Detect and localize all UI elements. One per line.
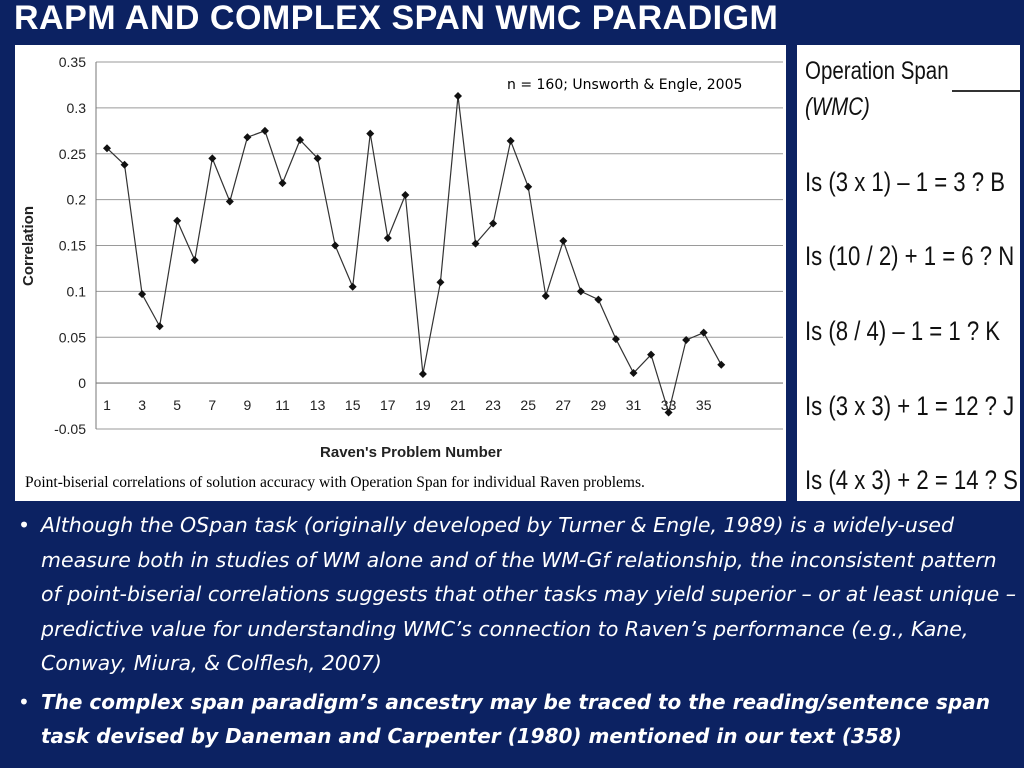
x-tick-label: 27 — [556, 397, 572, 413]
x-axis-label: Raven's Problem Number — [320, 444, 502, 461]
title-underline — [952, 90, 1020, 92]
x-tick-label: 21 — [450, 397, 466, 413]
x-tick-label: 19 — [415, 397, 431, 413]
operation-span-panel: Operation Span (WMC) Is (3 x 1) – 1 = 3 … — [797, 45, 1020, 501]
y-tick-labels: 0.35 0.3 0.25 0.2 0.15 0.1 0.05 0 -0.05 — [54, 54, 86, 437]
data-point — [348, 282, 357, 291]
x-tick-label: 9 — [244, 397, 252, 413]
series-layer — [103, 91, 726, 417]
x-tick-label: 31 — [626, 397, 642, 413]
data-point — [278, 179, 287, 188]
data-point — [173, 216, 182, 225]
operation-span-item: Is (10 / 2) + 1 = 6 ? N — [805, 241, 1015, 271]
y-tick-label: 0.25 — [59, 146, 86, 162]
data-point — [331, 241, 340, 250]
data-point — [524, 182, 533, 191]
operation-span-title: Operation Span — [805, 57, 949, 85]
y-tick-label: 0.05 — [59, 329, 86, 345]
y-tick-label: 0.35 — [59, 54, 86, 70]
x-tick-label: 17 — [380, 397, 396, 413]
data-point — [155, 322, 164, 331]
bullet-text: The complex span paradigm’s ancestry may… — [41, 689, 990, 749]
data-point — [418, 369, 427, 378]
y-tick-label: 0.1 — [67, 283, 87, 299]
correlation-line-chart: 0.350.30.250.20.150.10.050-0.05 1 3 5 7 9 11 1… — [20, 54, 783, 461]
data-point — [225, 197, 234, 206]
data-point — [629, 369, 638, 378]
x-tick-label: 29 — [591, 397, 607, 413]
data-point — [190, 256, 199, 265]
data-point — [208, 154, 217, 163]
data-point — [260, 126, 269, 135]
y-tick-label: 0.2 — [67, 192, 87, 208]
data-point — [296, 135, 305, 144]
y-tick-label: -0.05 — [54, 421, 86, 437]
y-tick-label: 0.15 — [59, 238, 86, 254]
slide-title: RAPM AND COMPLEX SPAN WMC PARADIGM — [14, 0, 779, 37]
data-point — [120, 160, 129, 169]
chart-caption: Point-biserial correlations of solution … — [25, 474, 645, 491]
data-point — [594, 295, 603, 304]
y-tick-label: 0.3 — [67, 100, 87, 116]
x-tick-label: 15 — [345, 397, 361, 413]
y-tick-label: 0 — [78, 375, 86, 391]
bullet-list: • Although the OSpan task (originally de… — [18, 508, 1018, 754]
y-axis-label: Correlation — [20, 206, 37, 286]
x-tick-label: 1 — [103, 397, 111, 413]
x-tick-label: 3 — [138, 397, 146, 413]
x-tick-label: 11 — [275, 397, 290, 413]
bullet-marker: • — [18, 513, 31, 537]
data-point — [682, 336, 691, 345]
x-tick-label: 23 — [485, 397, 501, 413]
chart-source-note: n = 160; Unsworth & Engle, 2005 — [507, 77, 743, 93]
data-point — [576, 287, 585, 296]
data-point — [699, 328, 708, 337]
data-point — [436, 278, 445, 287]
data-point — [243, 133, 252, 142]
data-point — [559, 236, 568, 245]
axes — [95, 62, 783, 429]
x-tick-label: 5 — [173, 397, 181, 413]
data-point — [541, 291, 550, 300]
data-point — [664, 408, 673, 417]
data-point — [366, 129, 375, 138]
data-point — [717, 360, 726, 369]
operation-span-item: Is (4 x 3) + 2 = 14 ? S — [805, 465, 1018, 495]
bullet-item: • The complex span paradigm’s ancestry m… — [18, 685, 1018, 754]
data-point — [454, 91, 462, 100]
series-line — [106, 95, 722, 415]
bullet-marker: • — [18, 689, 30, 714]
data-point — [313, 154, 322, 163]
data-point — [506, 136, 515, 145]
data-point — [383, 234, 392, 243]
operation-span-subtitle: (WMC) — [805, 93, 870, 121]
data-point — [138, 290, 147, 299]
data-point — [471, 239, 480, 248]
x-tick-label: 25 — [520, 397, 536, 413]
x-tick-labels: 1 3 5 7 9 11 13 15 17 19 21 23 25 27 29 31 33 35 — [103, 397, 712, 413]
data-point — [103, 144, 111, 153]
chart-panel: 0.35 0.3 0.25 0.2 0.15 0.1 0.05 0 -0.05 1 3 5 7 9 11 1… — [15, 45, 786, 501]
data-point — [401, 191, 410, 200]
x-tick-label: 35 — [696, 397, 712, 413]
data-point — [489, 219, 498, 228]
data-point — [647, 350, 656, 359]
grid-lines — [96, 61, 783, 430]
data-point — [611, 335, 620, 344]
bullet-text: Although the OSpan task (originally deve… — [41, 513, 1017, 675]
operation-span-item: Is (3 x 3) + 1 = 12 ? J — [805, 391, 1015, 421]
x-tick-label: 13 — [310, 397, 326, 413]
operation-span-item: Is (8 / 4) – 1 = 1 ? K — [805, 316, 1001, 346]
x-tick-label: 7 — [208, 397, 216, 413]
bullet-item: • Although the OSpan task (originally de… — [18, 508, 1018, 681]
operation-span-item: Is (3 x 1) – 1 = 3 ? B — [805, 167, 1005, 197]
